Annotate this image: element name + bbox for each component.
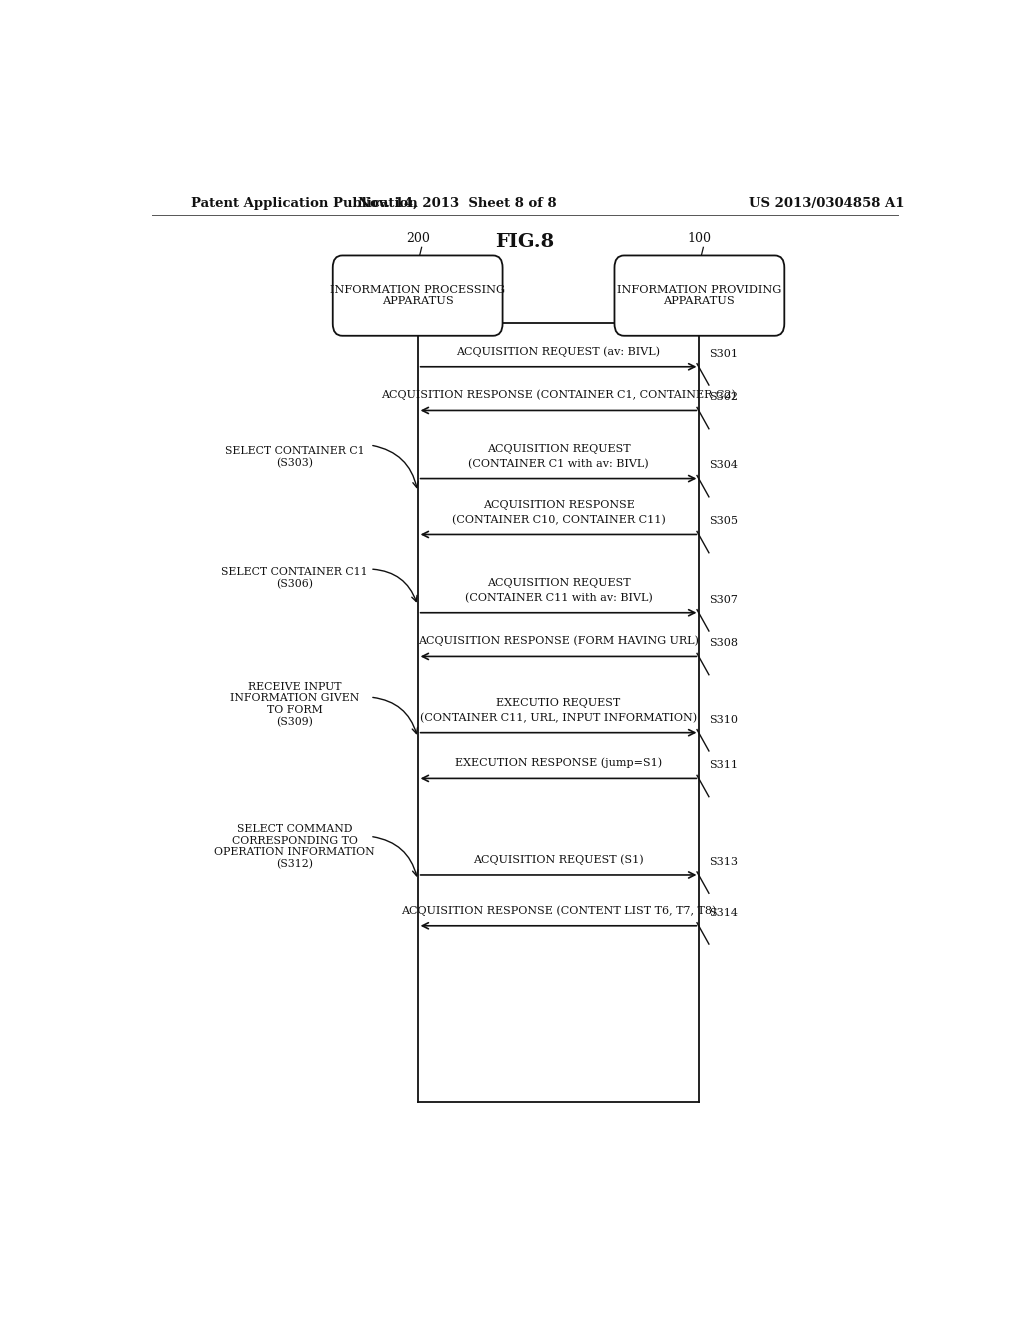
Text: EXECUTIO REQUEST: EXECUTIO REQUEST [497,698,621,709]
Text: S304: S304 [709,461,738,470]
Text: (CONTAINER C10, CONTAINER C11): (CONTAINER C10, CONTAINER C11) [452,515,666,525]
Text: FIG.8: FIG.8 [496,232,554,251]
Text: ACQUISITION REQUEST (av: BIVL): ACQUISITION REQUEST (av: BIVL) [457,346,660,356]
Text: S313: S313 [709,857,738,867]
Text: RECEIVE INPUT
INFORMATION GIVEN
TO FORM
(S309): RECEIVE INPUT INFORMATION GIVEN TO FORM … [230,681,359,727]
Text: (CONTAINER C11, URL, INPUT INFORMATION): (CONTAINER C11, URL, INPUT INFORMATION) [420,713,697,723]
Text: S301: S301 [709,348,738,359]
Text: ACQUISITION RESPONSE (CONTENT LIST T6, T7, T8): ACQUISITION RESPONSE (CONTENT LIST T6, T… [400,906,716,916]
Text: Nov. 14, 2013  Sheet 8 of 8: Nov. 14, 2013 Sheet 8 of 8 [358,197,557,210]
FancyBboxPatch shape [614,256,784,335]
Text: S307: S307 [709,594,737,605]
Text: ACQUISITION RESPONSE: ACQUISITION RESPONSE [482,500,635,510]
Text: S308: S308 [709,639,738,648]
Text: 100: 100 [687,232,712,246]
Text: S311: S311 [709,760,738,771]
Text: S305: S305 [709,516,738,527]
Text: ACQUISITION REQUEST: ACQUISITION REQUEST [486,578,631,589]
Text: US 2013/0304858 A1: US 2013/0304858 A1 [749,197,904,210]
Text: ACQUISITION REQUEST (S1): ACQUISITION REQUEST (S1) [473,854,644,865]
Text: S302: S302 [709,392,738,403]
Text: Patent Application Publication: Patent Application Publication [191,197,418,210]
Text: INFORMATION PROCESSING
APPARATUS: INFORMATION PROCESSING APPARATUS [330,285,505,306]
Text: ACQUISITION REQUEST: ACQUISITION REQUEST [486,444,631,454]
FancyBboxPatch shape [333,256,503,335]
Text: INFORMATION PROVIDING
APPARATUS: INFORMATION PROVIDING APPARATUS [617,285,781,306]
Text: S310: S310 [709,714,738,725]
Text: (CONTAINER C1 with av: BIVL): (CONTAINER C1 with av: BIVL) [468,459,649,470]
Text: EXECUTION RESPONSE (jump=S1): EXECUTION RESPONSE (jump=S1) [455,758,663,768]
Text: SELECT CONTAINER C11
(S306): SELECT CONTAINER C11 (S306) [221,568,368,589]
Text: (CONTAINER C11 with av: BIVL): (CONTAINER C11 with av: BIVL) [465,593,652,603]
Text: 200: 200 [406,232,430,246]
Text: ACQUISITION RESPONSE (CONTAINER C1, CONTAINER C2): ACQUISITION RESPONSE (CONTAINER C1, CONT… [381,389,736,400]
Text: SELECT CONTAINER C1
(S303): SELECT CONTAINER C1 (S303) [225,446,365,469]
Text: SELECT COMMAND
CORRESPONDING TO
OPERATION INFORMATION
(S312): SELECT COMMAND CORRESPONDING TO OPERATIO… [214,824,375,869]
Text: ACQUISITION RESPONSE (FORM HAVING URL): ACQUISITION RESPONSE (FORM HAVING URL) [418,636,699,647]
Text: S314: S314 [709,908,738,917]
